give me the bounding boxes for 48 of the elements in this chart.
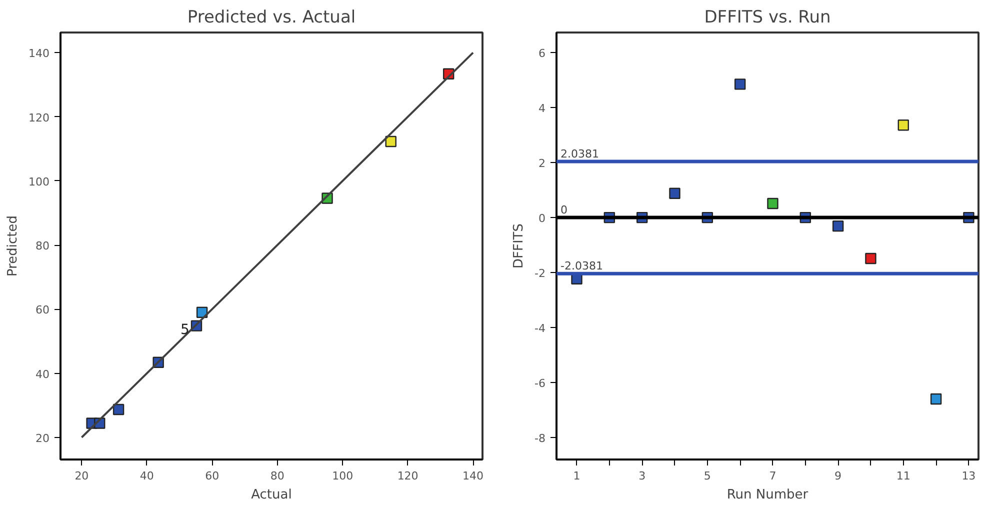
ref-line-label: 0: [560, 204, 568, 217]
point: [669, 188, 680, 199]
y-tick-label: 2: [538, 157, 546, 170]
x-axis-title: Run Number: [726, 488, 809, 502]
point: [832, 220, 844, 232]
x-tick-label: 120: [397, 470, 418, 482]
x-tick-label: 13: [962, 470, 976, 482]
x-tick-label: 20: [74, 470, 89, 482]
y-tick-label: 60: [36, 304, 50, 317]
y-tick-label: 20: [36, 432, 50, 445]
x-tick-label: 5: [704, 470, 711, 482]
x-tick-label: 80: [270, 470, 284, 482]
y-axis-title: Predicted: [6, 215, 21, 277]
x-tick-label: 40: [140, 470, 154, 482]
point: [112, 404, 124, 416]
y-tick-label: -6: [534, 377, 546, 390]
point: [898, 120, 909, 131]
x-tick-label: 3: [638, 470, 646, 482]
point: [930, 393, 942, 405]
y-tick-label: -4: [534, 322, 546, 336]
x-tick-label: 1: [573, 470, 580, 482]
x-tick-label: 100: [332, 470, 354, 482]
y-tick-label: -8: [534, 432, 546, 446]
x-tick-label: 11: [896, 470, 910, 482]
point: [734, 78, 746, 90]
point: [767, 198, 778, 210]
chart-title: DFFITS vs. Run: [704, 8, 831, 28]
y-axis-title: DFFITS: [512, 223, 527, 268]
y-tick-label: 140: [28, 47, 50, 60]
chart-title: Predicted vs. Actual: [187, 8, 356, 28]
y-tick-label: 6: [538, 47, 546, 60]
point: [385, 136, 396, 148]
x-tick-label: 60: [205, 470, 220, 482]
x-tick-label: 7: [769, 470, 776, 482]
y-tick-label: 80: [36, 240, 50, 253]
x-axis-title: Actual: [251, 488, 292, 502]
y-tick-label: 40: [36, 368, 50, 381]
y-tick-label: -2: [534, 267, 546, 280]
y-tick-label: 0: [538, 212, 546, 226]
y-tick-label: 120: [28, 111, 50, 124]
y-tick-label: 100: [28, 175, 50, 188]
x-tick-label: 9: [834, 470, 842, 482]
ref-line-label: -2.0381: [560, 260, 603, 273]
y-tick-label: 4: [538, 102, 546, 116]
annotation: 5: [180, 322, 190, 338]
x-tick-label: 140: [462, 470, 484, 482]
point: [865, 252, 876, 264]
ref-line-label: 2.0381: [560, 148, 599, 161]
